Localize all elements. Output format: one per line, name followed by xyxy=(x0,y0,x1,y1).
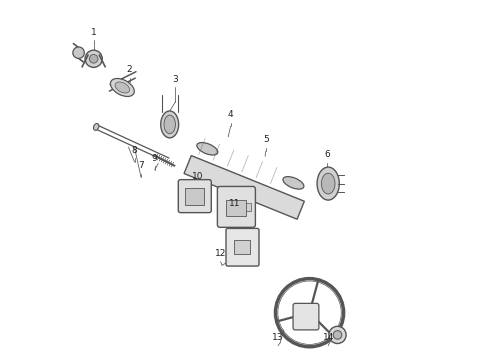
Text: 7: 7 xyxy=(138,161,144,170)
Text: 1: 1 xyxy=(91,28,97,37)
Bar xyxy=(245,203,251,211)
Ellipse shape xyxy=(115,82,130,93)
Text: 4: 4 xyxy=(228,110,233,119)
Text: 3: 3 xyxy=(172,75,178,84)
Text: 9: 9 xyxy=(152,154,157,163)
Ellipse shape xyxy=(161,111,179,138)
Ellipse shape xyxy=(197,143,218,155)
Text: 2: 2 xyxy=(127,65,132,74)
Circle shape xyxy=(302,305,318,320)
Circle shape xyxy=(329,326,346,343)
Bar xyxy=(226,201,245,216)
Text: 10: 10 xyxy=(192,172,203,181)
Bar xyxy=(185,188,204,205)
Ellipse shape xyxy=(110,78,134,96)
Circle shape xyxy=(333,330,342,339)
Circle shape xyxy=(73,47,84,58)
Ellipse shape xyxy=(283,177,304,189)
Text: 14: 14 xyxy=(322,333,334,342)
FancyBboxPatch shape xyxy=(218,186,255,227)
Circle shape xyxy=(89,54,98,63)
Text: 12: 12 xyxy=(215,249,226,258)
Bar xyxy=(234,240,250,254)
Bar xyxy=(184,156,304,219)
Text: 8: 8 xyxy=(132,146,137,155)
Ellipse shape xyxy=(317,167,339,200)
FancyBboxPatch shape xyxy=(293,303,319,330)
Text: 13: 13 xyxy=(272,333,284,342)
Ellipse shape xyxy=(321,173,335,194)
FancyBboxPatch shape xyxy=(226,228,259,266)
Circle shape xyxy=(304,308,315,318)
Ellipse shape xyxy=(94,123,99,130)
Text: 6: 6 xyxy=(324,150,330,159)
Circle shape xyxy=(85,50,102,67)
Text: 5: 5 xyxy=(263,135,269,144)
Ellipse shape xyxy=(164,115,175,134)
Text: 11: 11 xyxy=(229,199,241,208)
FancyBboxPatch shape xyxy=(178,180,211,213)
